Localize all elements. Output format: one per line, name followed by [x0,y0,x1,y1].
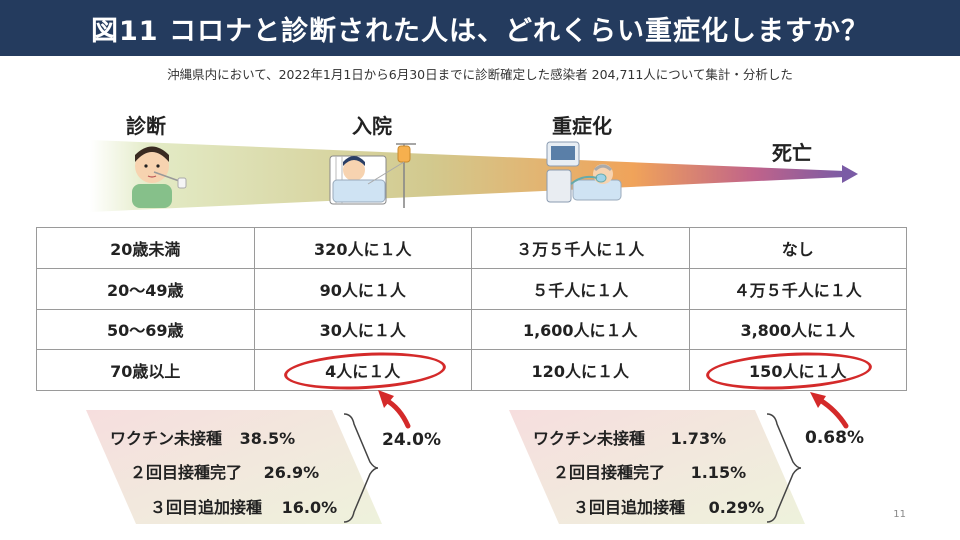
vax-row: ３回目追加接種 0.29% [573,494,764,518]
curved-arrow-icon [810,392,849,429]
hospital-cell: 4人に１人 [253,349,472,391]
vax-row: ２回目接種完了 1.15% [553,459,746,483]
vax-value: 38.5% [239,429,296,448]
vax-label: ２回目接種完了 [553,463,666,482]
vax-row: ３回目追加接種 16.0% [150,494,337,518]
severe-cell: 1,600人に１人 [471,308,690,351]
table-row: 70歳以上 4人に１人 120人に１人 150人に１人 [36,349,907,391]
title-bar: 図11 コロナと診断された人は、どれくらい重症化しますか？ [0,0,960,56]
vax-value: 0.29% [708,498,765,517]
stage-label-death: 死亡 [772,141,812,165]
vax-label: ３回目追加接種 [150,498,263,517]
severe-cell: ５千人に１人 [471,267,690,310]
bracket-icon [766,413,802,523]
vax-row: ワクチン未接種 38.5% [110,425,295,449]
table-row: 20～49歳 90人に１人 ５千人に１人 ４万５千人に１人 [36,267,907,310]
death-cell: 150人に１人 [688,349,907,391]
age-cell: 20歳未満 [36,227,255,269]
age-cell: 70歳以上 [36,349,255,391]
stage-label-severe: 重症化 [552,114,612,138]
page-number: 11 [893,509,906,520]
table-row: 20歳未満 320人に１人 ３万５千人に１人 なし [36,227,907,269]
vax-value: 16.0% [281,498,338,517]
table-row: 50～69歳 30人に１人 1,600人に１人 3,800人に１人 [36,308,907,351]
vax-value: 1.73% [670,429,727,448]
ventilator-patient-icon [546,141,622,203]
overall-percent-death: 0.68% [805,428,864,448]
severe-cell: 120人に１人 [471,349,690,391]
progression-arrow [90,140,858,212]
vax-label: ワクチン未接種 [110,429,223,448]
overall-percent-hospital: 24.0% [382,430,441,450]
vax-label: ワクチン未接種 [533,429,646,448]
age-cell: 50～69歳 [36,308,255,351]
vax-row: ワクチン未接種 1.73% [533,425,726,449]
gradient-band [86,410,382,524]
vaccination-panel-hospital: ワクチン未接種 38.5% ２回目接種完了 26.9% ３回目追加接種 16.0… [82,410,382,524]
vax-value: 1.15% [690,463,747,482]
subtitle: 沖縄県内において、2022年1月1日から6月30日までに診断確定した感染者 20… [167,67,793,82]
page-title: 図11 コロナと診断された人は、どれくらい重症化しますか？ [91,15,869,47]
severe-cell: ３万５千人に１人 [471,227,690,269]
hospital-cell: 90人に１人 [253,267,472,310]
hospital-cell: 30人に１人 [253,308,472,351]
stage-label-hospitalization: 入院 [352,114,392,138]
vax-label: ３回目追加接種 [573,498,686,517]
death-cell: なし [688,227,907,269]
risk-table: 20歳未満 320人に１人 ３万５千人に１人 なし 20～49歳 90人に１人 … [36,227,907,391]
death-cell: 3,800人に１人 [688,308,907,351]
vax-row: ２回目接種完了 26.9% [130,459,319,483]
vaccination-panel-death: ワクチン未接種 1.73% ２回目接種完了 1.15% ３回目追加接種 0.29… [505,410,805,524]
curved-arrow-icon [378,390,411,429]
hospital-bed-patient-icon [329,143,416,208]
vax-value: 26.9% [263,463,320,482]
vax-label: ２回目接種完了 [130,463,243,482]
bracket-icon [343,413,379,523]
gradient-band [509,410,805,524]
death-cell: ４万５千人に１人 [688,267,907,310]
age-cell: 20～49歳 [36,267,255,310]
hospital-cell: 320人に１人 [253,227,472,269]
stage-label-diagnosis: 診断 [126,114,166,138]
nasal-swab-person-icon [132,146,187,208]
